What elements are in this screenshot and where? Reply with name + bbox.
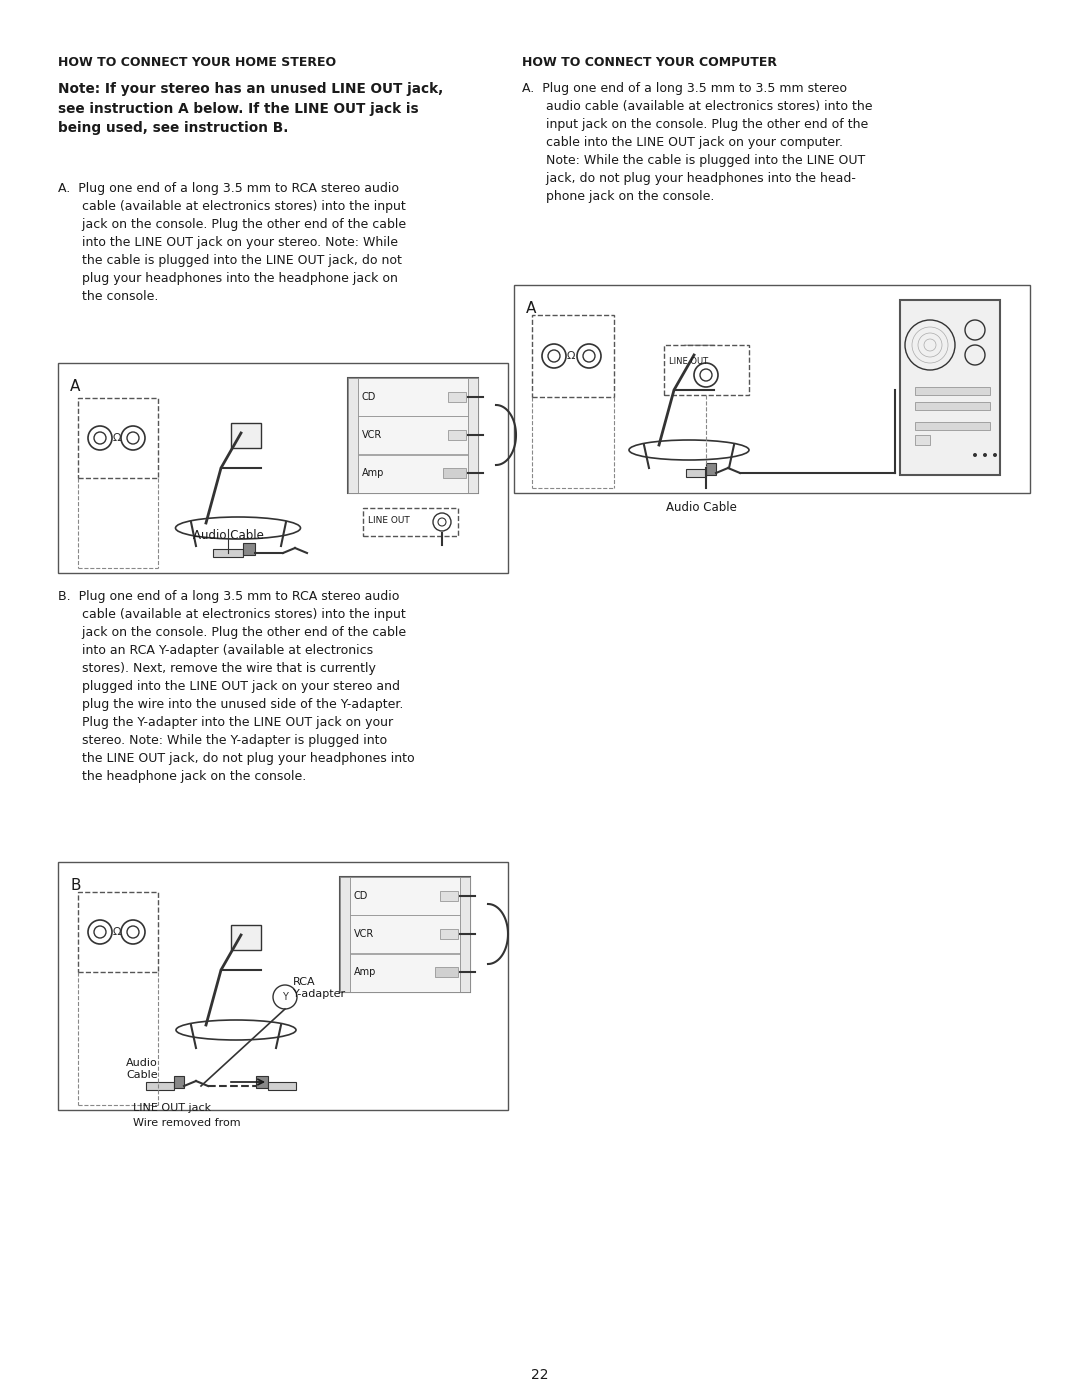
Bar [357, 379, 468, 416]
Bar [340, 877, 470, 992]
Text: HOW TO CONNECT YOUR COMPUTER: HOW TO CONNECT YOUR COMPUTER [522, 56, 777, 68]
Circle shape [993, 453, 997, 457]
Text: HOW TO CONNECT YOUR HOME STEREO: HOW TO CONNECT YOUR HOME STEREO [58, 56, 336, 68]
Bar [231, 423, 261, 448]
Text: A.  Plug one end of a long 3.5 mm to RCA stereo audio
      cable (available at : A. Plug one end of a long 3.5 mm to RCA … [58, 182, 406, 303]
Bar [231, 925, 261, 950]
Bar [268, 1083, 296, 1090]
Bar [58, 862, 508, 1111]
Bar [146, 1083, 174, 1090]
Text: RCA
Y-adapter: RCA Y-adapter [293, 977, 346, 999]
Bar [706, 462, 716, 475]
Bar [256, 1076, 268, 1088]
Bar [363, 509, 458, 536]
Text: Audio
Cable: Audio Cable [126, 1058, 158, 1080]
Text: LINE OUT jack: LINE OUT jack [133, 1104, 211, 1113]
Bar [340, 877, 350, 992]
Text: Ω: Ω [112, 433, 121, 443]
Bar [664, 345, 750, 395]
Text: Y: Y [282, 992, 288, 1002]
Bar [448, 430, 465, 440]
Text: LINE OUT: LINE OUT [368, 515, 409, 525]
Bar [468, 379, 478, 493]
Bar [915, 434, 930, 446]
Bar [78, 398, 158, 478]
Bar [686, 469, 706, 476]
Text: LINE OUT: LINE OUT [669, 358, 708, 366]
Bar [78, 893, 158, 972]
Text: B: B [70, 877, 81, 893]
Text: 22: 22 [531, 1368, 549, 1382]
Bar [435, 967, 458, 977]
Bar [443, 468, 465, 478]
Text: A: A [70, 379, 80, 394]
Bar [915, 387, 990, 395]
Text: CD: CD [362, 393, 376, 402]
Text: VCR: VCR [354, 929, 375, 939]
Text: Audio Cable: Audio Cable [193, 529, 264, 542]
Text: Ω: Ω [567, 351, 576, 360]
Bar [357, 416, 468, 454]
Bar [448, 393, 465, 402]
Text: Ω: Ω [112, 928, 121, 937]
Text: Amp: Amp [362, 468, 384, 478]
Text: Wire removed from: Wire removed from [133, 1118, 241, 1127]
Bar [213, 549, 243, 557]
Circle shape [273, 985, 297, 1009]
Bar [915, 402, 990, 409]
Text: A: A [526, 300, 537, 316]
Bar [357, 455, 468, 493]
Bar [900, 300, 1000, 475]
Bar [440, 891, 458, 901]
Text: B.  Plug one end of a long 3.5 mm to RCA stereo audio
      cable (available at : B. Plug one end of a long 3.5 mm to RCA … [58, 590, 415, 782]
Text: Note: If your stereo has an unused LINE OUT jack,
see instruction A below. If th: Note: If your stereo has an unused LINE … [58, 82, 443, 136]
Bar [532, 314, 615, 397]
Bar [58, 363, 508, 573]
Circle shape [983, 453, 987, 457]
Circle shape [973, 453, 977, 457]
Bar [440, 929, 458, 939]
Bar [460, 877, 470, 992]
Text: VCR: VCR [362, 430, 382, 440]
Bar [243, 543, 255, 555]
Bar [350, 915, 460, 953]
Bar [174, 1076, 184, 1088]
Bar [350, 877, 460, 915]
Text: CD: CD [354, 891, 368, 901]
Bar [514, 285, 1030, 493]
Text: Amp: Amp [354, 967, 376, 977]
Text: Audio Cable: Audio Cable [665, 502, 737, 514]
Text: A.  Plug one end of a long 3.5 mm to 3.5 mm stereo
      audio cable (available : A. Plug one end of a long 3.5 mm to 3.5 … [522, 82, 873, 203]
Bar [684, 345, 714, 370]
Bar [350, 954, 460, 992]
Bar [348, 379, 478, 493]
Bar [348, 379, 357, 493]
Bar [915, 422, 990, 430]
